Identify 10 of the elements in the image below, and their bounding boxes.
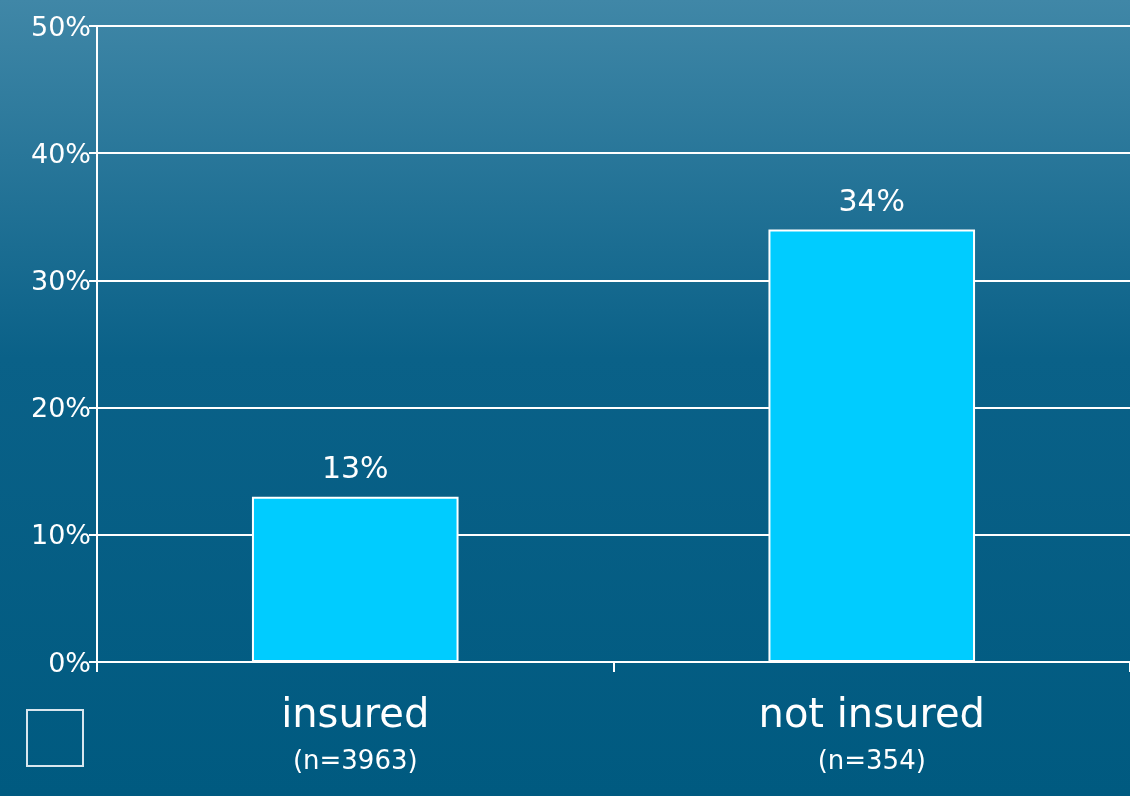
y-tick-label: 40% — [30, 137, 91, 169]
y-tick-label: 50% — [30, 10, 91, 42]
y-tick-label: 20% — [30, 392, 91, 424]
y-tick-label: 10% — [30, 519, 91, 551]
y-tick-label: 30% — [30, 264, 91, 296]
data-label: 34% — [838, 183, 906, 219]
x-tick-label: not insured (n=354) — [758, 690, 985, 775]
y-tick-label: 0% — [48, 646, 91, 678]
x-tick-label: insured (n=3963) — [281, 690, 430, 775]
data-label: 13% — [321, 450, 389, 486]
